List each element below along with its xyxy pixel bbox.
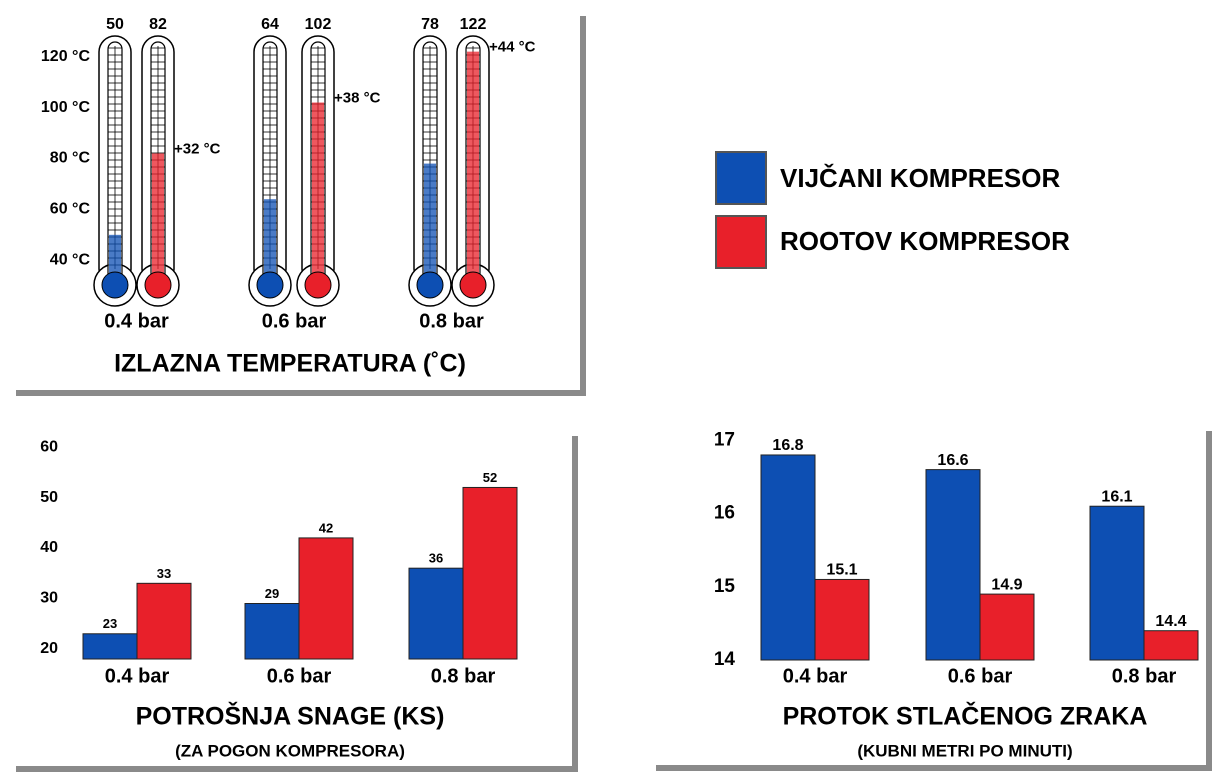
category-label: 0.8 bar xyxy=(431,665,496,687)
y-tick-label: 50 xyxy=(40,489,58,506)
bulb xyxy=(145,272,171,298)
value-label: 14.4 xyxy=(1155,613,1186,630)
y-tick-label: 80 °C xyxy=(50,150,91,167)
category-label: 0.4 bar xyxy=(105,665,170,687)
y-tick-label: 15 xyxy=(714,576,736,597)
bar xyxy=(980,594,1034,660)
value-label: 15.1 xyxy=(826,562,857,579)
value-label: 102 xyxy=(305,16,332,33)
infographic: VIJČANI KOMPRESOR ROOTOV KOMPRESOR 40 °C… xyxy=(0,0,1220,775)
value-label: 16.1 xyxy=(1101,488,1132,505)
chart-subtitle: (ZA POGON KOMPRESORA) xyxy=(175,741,405,760)
bar xyxy=(245,604,299,660)
mercury xyxy=(467,52,479,285)
panel xyxy=(10,10,580,390)
chart-subtitle: (KUBNI METRI PO MINUTI) xyxy=(857,741,1072,760)
bulb xyxy=(305,272,331,298)
y-tick-label: 120 °C xyxy=(41,48,91,65)
legend-swatch xyxy=(716,152,766,204)
category-label: 0.6 bar xyxy=(948,665,1013,687)
value-label: 33 xyxy=(157,566,171,581)
bulb xyxy=(102,272,128,298)
bar xyxy=(815,579,869,660)
bar xyxy=(761,455,815,660)
y-tick-label: 60 °C xyxy=(50,201,91,218)
annotation: +44 °C xyxy=(489,39,536,56)
bulb xyxy=(460,272,486,298)
category-label: 0.6 bar xyxy=(267,665,332,687)
y-tick-label: 20 xyxy=(40,640,58,657)
category-label: 0.4 bar xyxy=(783,665,848,687)
bar xyxy=(409,568,463,659)
y-tick-label: 40 °C xyxy=(50,251,91,268)
y-tick-label: 14 xyxy=(714,649,736,670)
bar xyxy=(299,538,353,659)
bar xyxy=(137,583,191,659)
category-label: 0.8 bar xyxy=(419,310,484,332)
bar xyxy=(83,634,137,659)
category-label: 0.4 bar xyxy=(104,310,169,332)
value-label: 122 xyxy=(460,16,487,33)
annotation: +32 °C xyxy=(174,140,221,157)
chart-title: PROTOK STLAČENOG ZRAKA xyxy=(783,701,1148,731)
bulb xyxy=(417,272,443,298)
value-label: 52 xyxy=(483,470,497,485)
legend-label: VIJČANI KOMPRESOR xyxy=(780,163,1060,193)
value-label: 50 xyxy=(106,16,124,33)
legend-swatch xyxy=(716,216,766,268)
value-label: 36 xyxy=(429,551,443,566)
y-tick-label: 40 xyxy=(40,539,58,556)
value-label: 64 xyxy=(261,16,279,33)
y-tick-label: 17 xyxy=(714,429,735,450)
mercury xyxy=(424,164,436,285)
bar xyxy=(1144,631,1198,660)
bulb xyxy=(257,272,283,298)
value-label: 14.9 xyxy=(991,576,1022,593)
y-tick-label: 16 xyxy=(714,503,735,524)
chart-title: POTROŠNJA SNAGE (KS) xyxy=(136,701,445,731)
value-label: 23 xyxy=(103,616,117,631)
value-label: 16.8 xyxy=(772,437,803,454)
bar xyxy=(1090,506,1144,660)
value-label: 82 xyxy=(149,16,167,33)
legend-label: ROOTOV KOMPRESOR xyxy=(780,226,1070,256)
category-label: 0.6 bar xyxy=(262,310,327,332)
mercury xyxy=(152,153,164,285)
y-tick-label: 30 xyxy=(40,590,58,607)
value-label: 42 xyxy=(319,520,333,535)
value-label: 16.6 xyxy=(937,452,968,469)
value-label: 29 xyxy=(265,586,279,601)
bar xyxy=(926,470,980,660)
annotation: +38 °C xyxy=(334,89,381,106)
category-label: 0.8 bar xyxy=(1112,665,1177,687)
y-tick-label: 60 xyxy=(40,438,58,455)
bar xyxy=(463,487,517,659)
y-tick-label: 100 °C xyxy=(41,99,91,116)
chart-title: IZLAZNA TEMPERATURA (˚C) xyxy=(114,350,466,378)
mercury xyxy=(312,103,324,285)
value-label: 78 xyxy=(421,16,439,33)
